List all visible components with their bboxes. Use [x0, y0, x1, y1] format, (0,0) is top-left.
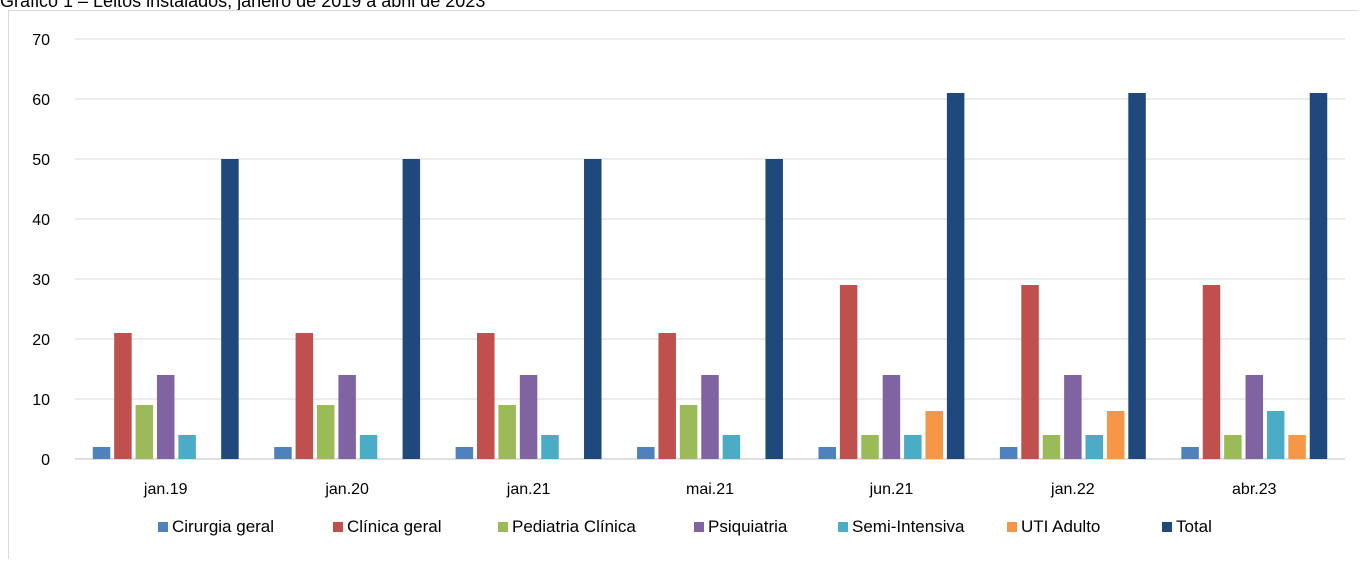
bar: [679, 405, 698, 459]
legend-swatch: [838, 522, 848, 532]
x-axis-ticks: jan.19 jan.20 jan.21 mai.21 jun.21 jan.22 abr.…: [143, 481, 1277, 498]
legend-swatch: [694, 522, 704, 532]
legend-label: Cirurgia geral: [172, 517, 274, 536]
x-tick-label: jan.21: [506, 481, 551, 498]
legend-item: Total: [1162, 517, 1212, 536]
bar: [1181, 447, 1199, 459]
chart-frame: [8, 10, 1358, 559]
bar: [1202, 285, 1221, 459]
bar: [338, 375, 356, 459]
bar: [658, 333, 676, 459]
y-tick-label: 40: [32, 212, 50, 229]
legend-item: Psiquiatria: [694, 517, 788, 536]
bar: [519, 375, 538, 459]
legend-label: Clínica geral: [347, 517, 442, 536]
bar: [946, 93, 965, 459]
bar: [1266, 411, 1285, 459]
bar: [1064, 375, 1082, 459]
bar: [135, 405, 154, 459]
bar: [295, 333, 314, 459]
legend-label: UTI Adulto: [1021, 517, 1100, 536]
chart-title: Gráfico 1 – Leitos instalados, janeiro d…: [0, 0, 486, 11]
bar: [498, 405, 516, 459]
bar: [861, 435, 879, 459]
legend-swatch: [1162, 522, 1172, 532]
bar: [359, 435, 378, 459]
x-tick-label: jan.22: [1050, 481, 1095, 498]
bar: [477, 333, 495, 459]
bar: [316, 405, 335, 459]
bar: [765, 159, 783, 459]
bar: [455, 447, 474, 459]
legend-label: Psiquiatria: [708, 517, 788, 536]
bar: [114, 333, 132, 459]
bar: [1106, 411, 1125, 459]
bar: [178, 435, 196, 459]
legend-item: Clínica geral: [333, 517, 442, 536]
bar: [701, 375, 719, 459]
bar: [1085, 435, 1104, 459]
bar: [1128, 93, 1146, 459]
legend-item: Pediatria Clínica: [498, 517, 636, 536]
x-tick-label: abr.23: [1232, 481, 1277, 498]
legend-swatch: [1007, 522, 1017, 532]
bar: [1288, 435, 1306, 459]
y-tick-label: 10: [32, 392, 50, 409]
x-tick-label: mai.21: [686, 481, 734, 498]
legend-label: Total: [1176, 517, 1212, 536]
legend-item: Semi-Intensiva: [838, 517, 965, 536]
bar: [882, 375, 901, 459]
bar: [1021, 285, 1039, 459]
x-tick-label: jun.21: [869, 481, 914, 498]
bar: [722, 435, 741, 459]
legend-swatch: [158, 522, 168, 532]
y-tick-label: 30: [32, 272, 50, 289]
x-tick-label: jan.19: [143, 481, 188, 498]
bar: [999, 447, 1018, 459]
bar: [584, 159, 602, 459]
y-tick-label: 50: [32, 152, 50, 169]
bar: [156, 375, 175, 459]
legend-label: Pediatria Clínica: [512, 517, 636, 536]
x-tick-label: jan.20: [324, 481, 369, 498]
legend-item: Cirurgia geral: [158, 517, 274, 536]
legend-item: UTI Adulto: [1007, 517, 1100, 536]
legend-swatch: [498, 522, 508, 532]
y-axis-ticks: 0 10 20 30 40 50 60 70: [32, 32, 50, 469]
bar: [637, 447, 655, 459]
bars: [92, 93, 1328, 459]
bar: [221, 159, 239, 459]
bar: [818, 447, 836, 459]
bar: [1309, 93, 1328, 459]
y-tick-label: 20: [32, 332, 50, 349]
bar: [1224, 435, 1242, 459]
bar: [1042, 435, 1061, 459]
y-tick-label: 0: [41, 452, 50, 469]
bar: [541, 435, 559, 459]
legend-swatch: [333, 522, 343, 532]
bar: [274, 447, 292, 459]
bar: [925, 411, 943, 459]
bar: [839, 285, 858, 459]
bar: [92, 447, 111, 459]
y-tick-label: 70: [32, 32, 50, 49]
legend: Cirurgia geral Clínica geral Pediatria Clí…: [158, 517, 1212, 536]
legend-label: Semi-Intensiva: [852, 517, 965, 536]
bar: [402, 159, 421, 459]
bar: [1245, 375, 1264, 459]
bar: [904, 435, 922, 459]
y-tick-label: 60: [32, 92, 50, 109]
